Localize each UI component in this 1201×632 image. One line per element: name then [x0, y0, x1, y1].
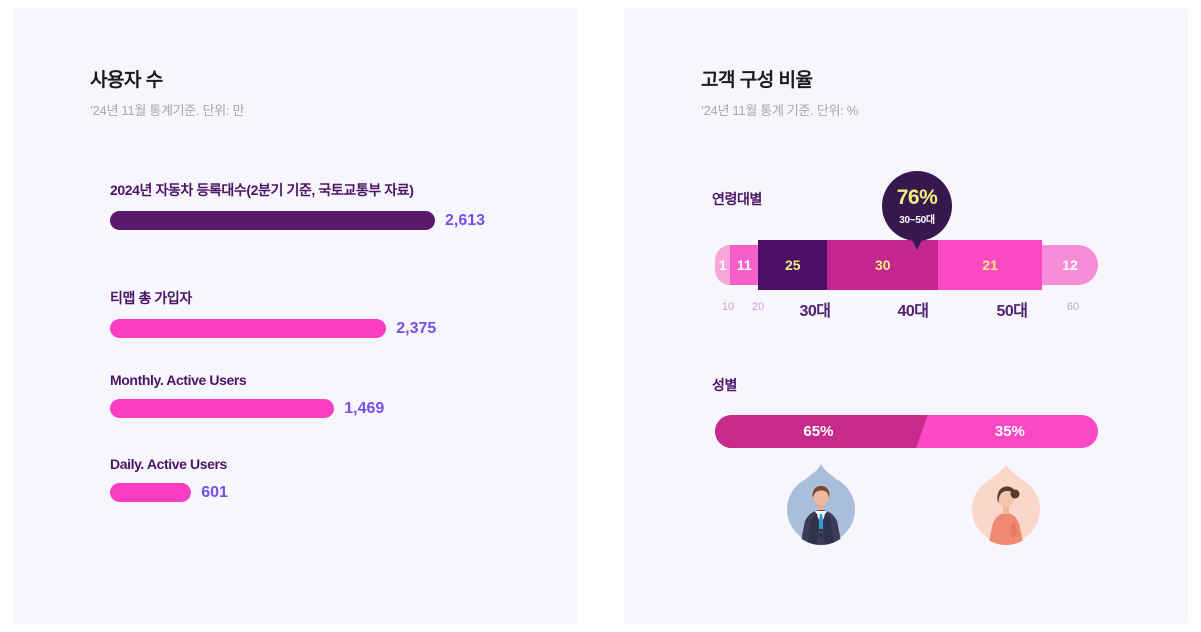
- customer-panel-subtitle: ’24년 11월 통계 기준. 단위: %: [701, 103, 859, 118]
- man-avatar-icon: [785, 463, 857, 552]
- gender-ratio-bar: 65% 35%: [715, 415, 1098, 448]
- bar-row: 2,613: [110, 211, 485, 230]
- bar-label: 2024년 자동차 등록대수(2분기 기준, 국토교통부 자료): [110, 182, 414, 198]
- bar-group-daily-active-users: Daily. Active Users 601: [110, 456, 550, 502]
- age-axis-tick: 60: [1066, 301, 1080, 313]
- gender-segment-male: [715, 415, 928, 448]
- gender-section-label: 성별: [712, 377, 737, 393]
- highlight-badge-value: 76%: [896, 186, 938, 209]
- customer-panel-title: 고객 구성 비율: [701, 70, 813, 91]
- gender-female-value: 35%: [994, 423, 1025, 440]
- customer-composition-panel: 고객 구성 비율 ’24년 11월 통계 기준. 단위: % 연령대별 76% …: [624, 8, 1188, 624]
- users-panel: 사용자 수 ’24년 11월 통계기준. 단위: 만 2024년 자동차 등록대…: [13, 8, 577, 624]
- bar-value: 2,375: [396, 319, 437, 337]
- bar-row: 1,469: [110, 399, 435, 418]
- age-segment-value: 11: [736, 257, 752, 273]
- age-segment-50s: 21: [938, 240, 1043, 290]
- gender-male-value: 65%: [803, 423, 834, 440]
- age-segment-value: 30: [874, 257, 891, 273]
- age-segment-30s: 25: [758, 240, 828, 290]
- age-axis-tick: 20: [751, 301, 765, 313]
- bar-value: 601: [201, 483, 228, 501]
- age-segment-10s: 1: [715, 245, 731, 285]
- age-axis-tick: 30대: [799, 303, 831, 320]
- age-segment-60s: 12: [1042, 245, 1098, 285]
- age-segment-value: 21: [982, 257, 998, 273]
- bar-total-subscribers: [110, 319, 387, 338]
- age-section-label: 연령대별: [712, 191, 762, 207]
- age-axis-tick: 10: [721, 301, 735, 313]
- age-distribution-bar: 1 11 25 30 21 12: [715, 240, 1098, 290]
- bar-label: Monthly. Active Users: [110, 372, 247, 388]
- bar-label: Daily. Active Users: [110, 456, 227, 472]
- bar-label: 티맵 총 가입자: [110, 290, 192, 306]
- age-axis-tick: 40대: [897, 303, 929, 320]
- highlight-badge: 76% 30~50대: [882, 171, 952, 250]
- users-panel-subtitle: ’24년 11월 통계기준. 단위: 만: [90, 103, 245, 118]
- age-segment-value: 1: [718, 257, 727, 273]
- age-segment-value: 12: [1062, 257, 1078, 273]
- bar-group-total-subscribers: 티맵 총 가입자 2,375: [110, 288, 550, 338]
- bar-monthly-active-users: [110, 399, 335, 418]
- age-axis-tick: 50대: [996, 303, 1028, 320]
- age-segment-value: 25: [784, 257, 801, 273]
- bar-car-registrations: [110, 211, 435, 230]
- highlight-badge-label: 30~50대: [899, 215, 935, 226]
- bar-row: 2,375: [110, 319, 437, 338]
- bar-value: 2,613: [445, 211, 486, 229]
- age-segment-20s: 11: [730, 245, 759, 285]
- highlight-badge-pointer: [909, 234, 925, 250]
- woman-avatar-icon: [970, 463, 1042, 552]
- users-panel-title: 사용자 수: [90, 70, 163, 91]
- bar-row: 601: [110, 483, 435, 502]
- bar-daily-active-users: [110, 483, 192, 502]
- bar-group-car-registrations: 2024년 자동차 등록대수(2분기 기준, 국토교통부 자료) 2,613: [110, 180, 550, 230]
- bar-group-monthly-active-users: Monthly. Active Users 1,469: [110, 372, 550, 418]
- bar-value: 1,469: [344, 399, 385, 417]
